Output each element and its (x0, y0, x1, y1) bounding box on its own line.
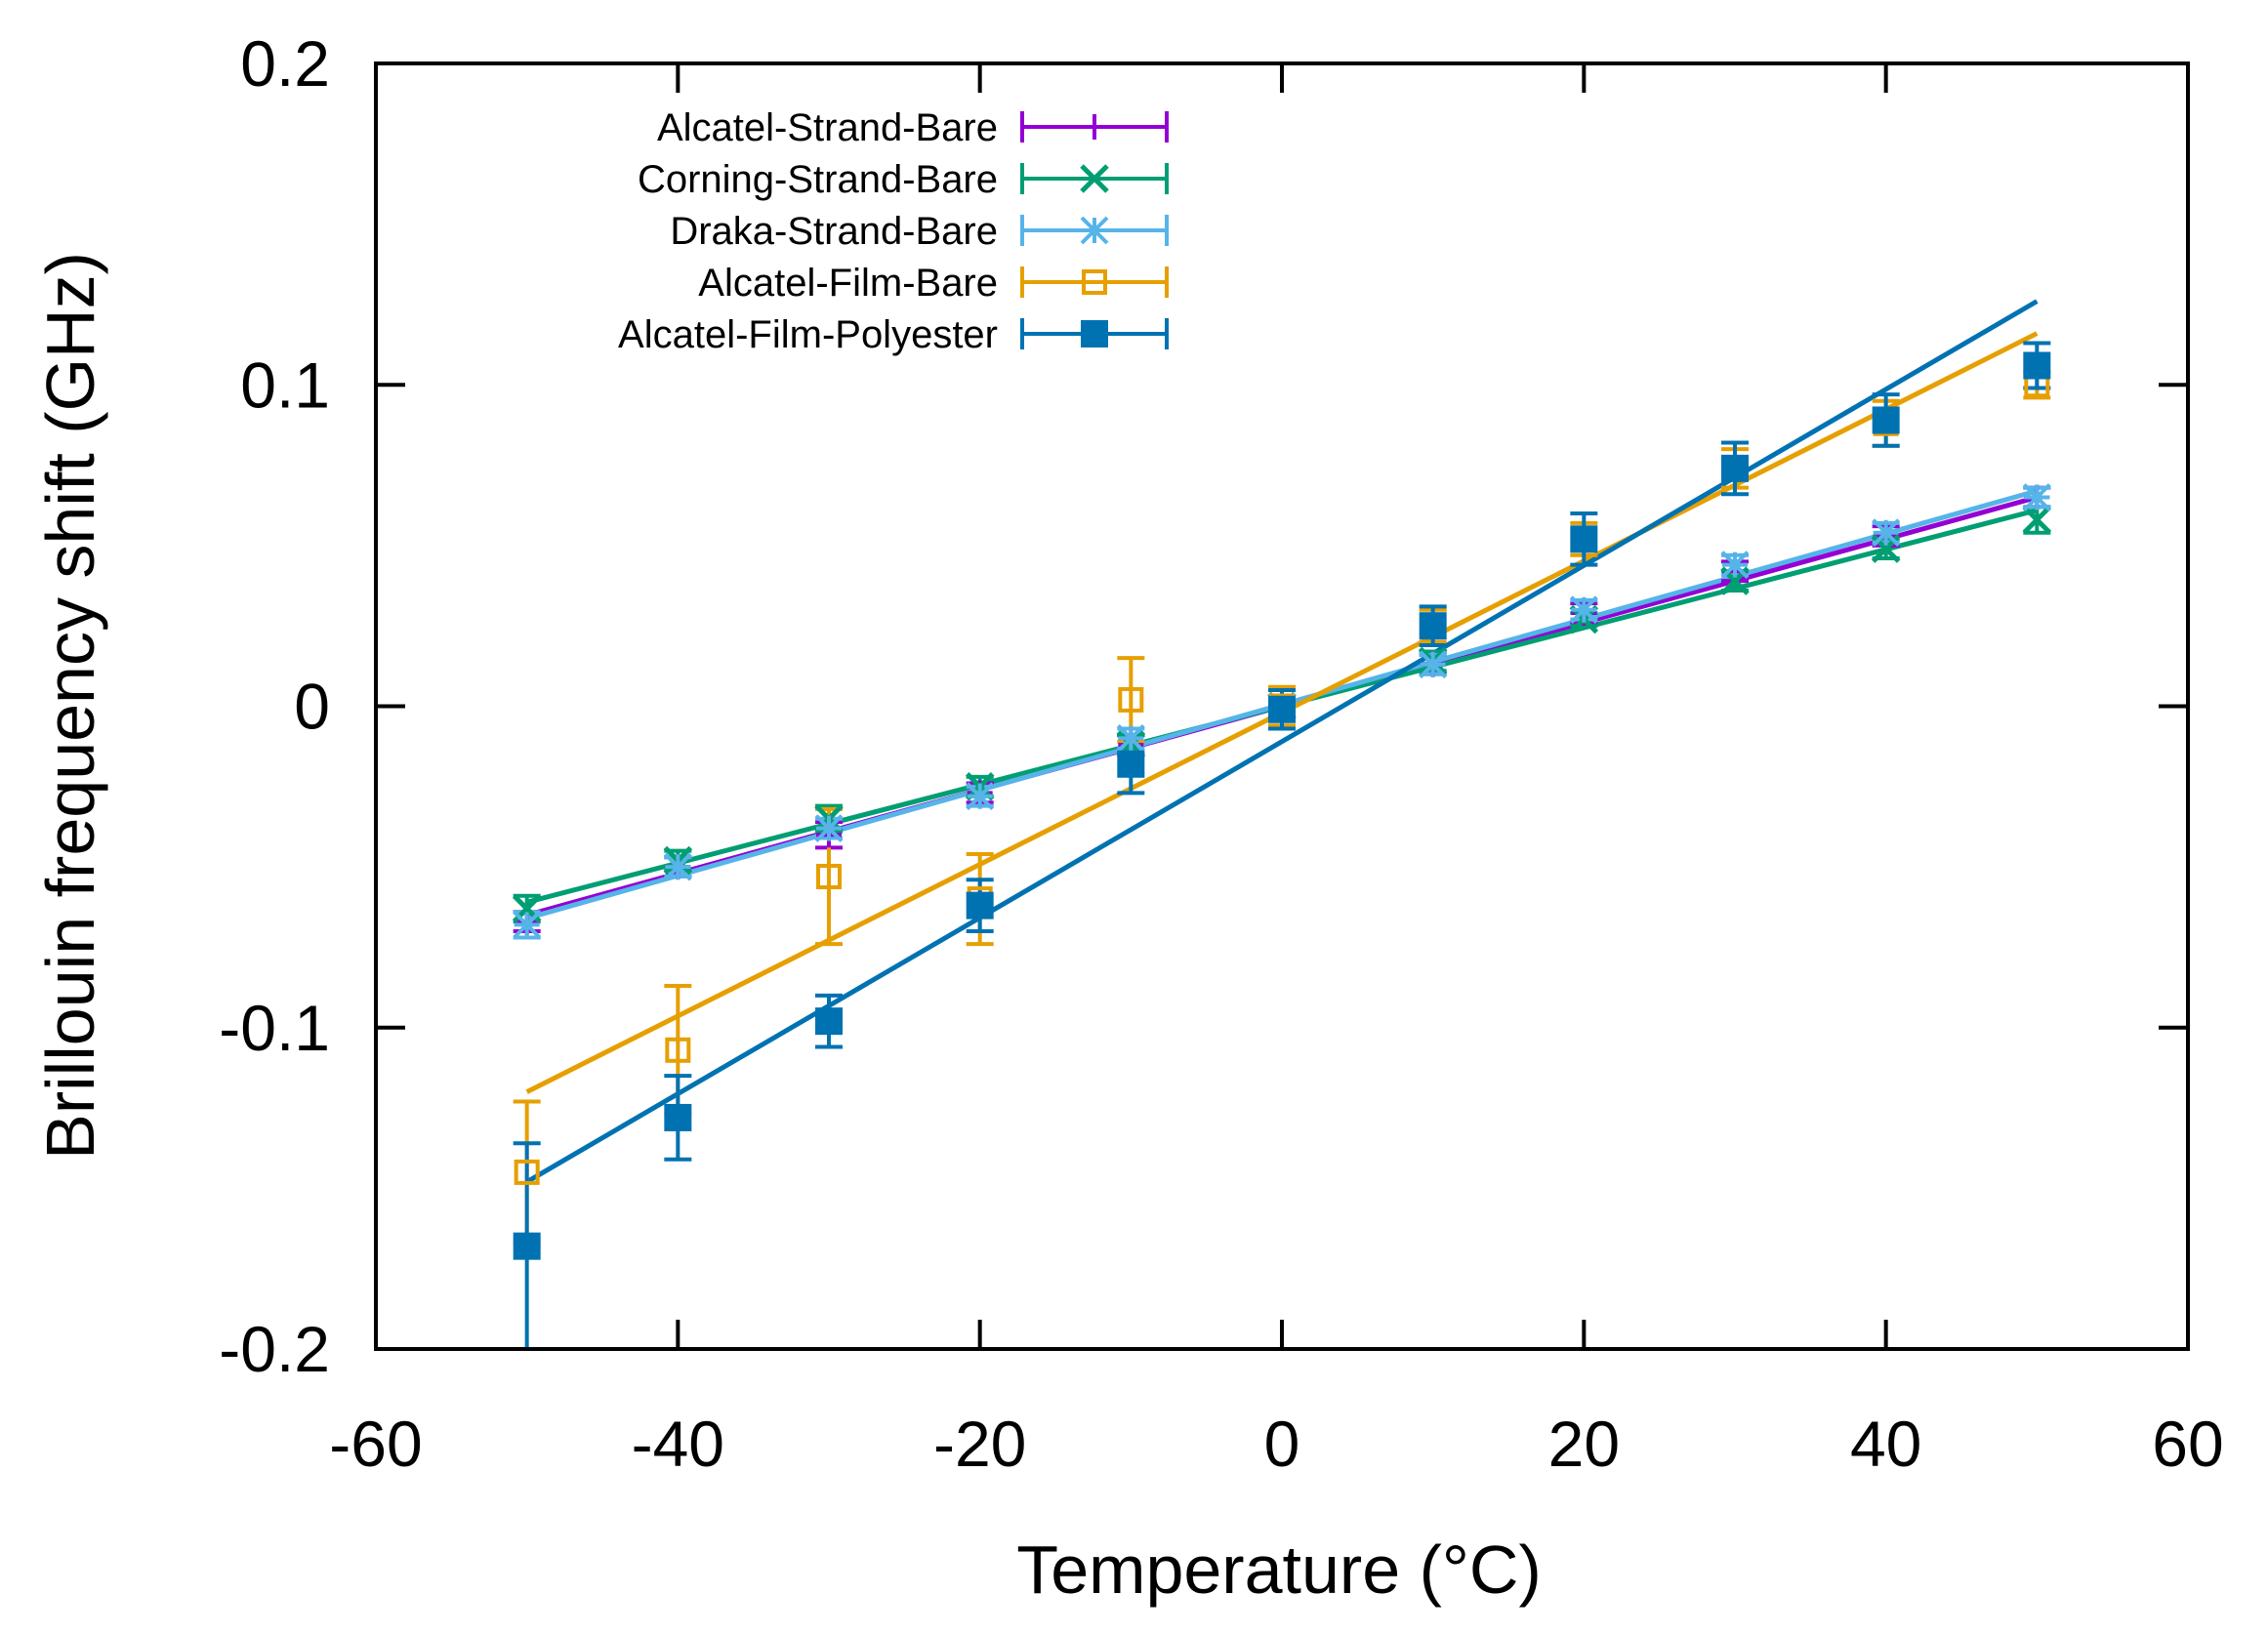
star-marker (513, 910, 542, 939)
star-marker (1720, 551, 1750, 580)
x-tick-label: 0 (1264, 1408, 1300, 1480)
open-square-marker (1082, 269, 1107, 295)
legend-label: Alcatel-Film-Polyester (618, 313, 998, 356)
legend-label: Draka-Strand-Bare (670, 210, 998, 253)
legend-label: Alcatel-Film-Bare (698, 262, 998, 305)
star-marker (966, 782, 995, 811)
filled-square-marker (966, 891, 994, 920)
x-tick-labels: -60 -40 -20 0 20 40 60 (329, 1408, 2223, 1480)
filled-square-marker (513, 1232, 541, 1260)
star-marker (1419, 650, 1448, 679)
x-tick-label: -40 (632, 1408, 724, 1480)
x-tick-label: 60 (2152, 1408, 2223, 1480)
plot-frame (374, 61, 2190, 1351)
open-square-marker (665, 1037, 691, 1063)
open-square-marker (816, 864, 842, 890)
y-axis-title: Brillouin frequency shift (GHz) (32, 252, 108, 1160)
y-tick-label: 0.1 (240, 348, 330, 421)
star-marker (814, 814, 844, 843)
y-tick-label: -0.2 (219, 1313, 330, 1385)
star-marker (1569, 595, 1598, 625)
star-marker (1116, 724, 1145, 753)
open-square-marker (514, 1159, 540, 1185)
filled-square-marker (1872, 406, 1900, 434)
x-tick-label: 20 (1548, 1408, 1620, 1480)
filled-square-marker (2023, 351, 2051, 380)
filled-square-marker (815, 1007, 843, 1036)
legend-item: Alcatel-Film-Polyester (618, 313, 1169, 356)
filled-square-marker (1081, 320, 1108, 347)
legend-item: Alcatel-Film-Bare (698, 262, 1169, 305)
x-tick-label: -20 (933, 1408, 1026, 1480)
filled-square-marker (1721, 454, 1749, 482)
open-square-marker (1118, 686, 1144, 713)
legend-item: Draka-Strand-Bare (670, 210, 1169, 253)
data-points (512, 351, 2052, 1260)
filled-square-marker (1268, 695, 1296, 723)
cross-marker (1080, 164, 1109, 193)
filled-square-marker (1570, 525, 1598, 553)
filled-square-marker (1419, 612, 1447, 640)
legend-item: Alcatel-Strand-Bare (657, 106, 1169, 149)
legend-swatch (1020, 266, 1169, 298)
cross-marker (2022, 505, 2052, 535)
star-marker (663, 852, 692, 881)
legend-item: Corning-Strand-Bare (638, 158, 1169, 201)
x-tick-label: -60 (329, 1408, 422, 1480)
star-marker (2022, 483, 2051, 511)
x-tick-label: 40 (1850, 1408, 1921, 1480)
legend-label: Corning-Strand-Bare (638, 158, 998, 201)
star-marker (1080, 216, 1109, 245)
y-tick-label: 0 (294, 671, 330, 743)
filled-square-marker (1117, 750, 1145, 778)
legend-label: Alcatel-Strand-Bare (657, 106, 998, 149)
y-tick-label: 0.2 (240, 27, 330, 100)
plus-marker (1082, 114, 1107, 140)
y-tick-labels: -0.2 -0.1 0 0.1 0.2 (219, 27, 330, 1385)
y-tick-label: -0.1 (219, 992, 330, 1064)
fit-line-5 (525, 299, 2039, 1184)
filled-square-marker (664, 1103, 692, 1131)
star-marker (1872, 518, 1901, 548)
x-axis-title: Temperature (°C) (1016, 1532, 1542, 1608)
legend: Alcatel-Strand-Bare Corning-Strand-Bare Dr… (618, 106, 1169, 356)
